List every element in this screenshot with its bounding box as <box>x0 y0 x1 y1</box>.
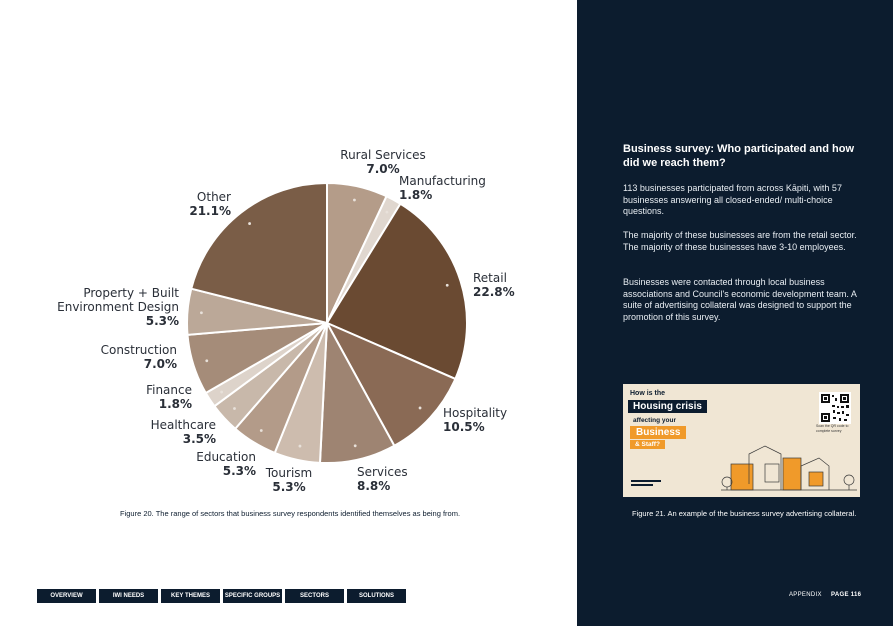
poster-line-affecting: affecting your <box>633 417 676 424</box>
qr-code-icon <box>819 392 851 424</box>
pie-slice-hospitality <box>324 320 457 448</box>
section-title: Business survey: Who participated and ho… <box>623 143 855 169</box>
slice-marker <box>205 359 209 363</box>
slice-label: Other <box>197 190 231 204</box>
poster-line-staff: & Staff? <box>630 440 665 449</box>
slice-label: Finance <box>146 383 192 397</box>
slice-label: Healthcare <box>151 418 216 432</box>
slice-value-label: 21.1% <box>189 204 231 218</box>
slice-value-label: 7.0% <box>144 357 177 371</box>
sector-pie-chart: Rural Services7.0%Manufacturing1.8%Retai… <box>57 148 515 494</box>
slice-label: Construction <box>101 343 177 357</box>
slice-label: Manufacturing <box>399 174 486 188</box>
footer-section: APPENDIX <box>789 592 822 598</box>
pie-slice-retail <box>325 202 468 381</box>
poster-line-housing-crisis: Housing crisis <box>628 400 707 413</box>
slice-value-label: 8.8% <box>357 479 390 493</box>
slice-label: Tourism <box>265 466 312 480</box>
slice-value-label: 5.3% <box>223 464 256 478</box>
footer-page-number: PAGE 116 <box>831 592 862 598</box>
advertising-poster-image: How is the Housing crisis affecting your… <box>623 384 860 497</box>
slice-value-label: 10.5% <box>443 420 485 434</box>
tab-overview[interactable]: OVERVIEW <box>37 589 96 603</box>
houses-illustration <box>721 445 857 491</box>
tab-iwi-needs[interactable]: IWI NEEDS <box>99 589 158 603</box>
poster-artwork <box>631 392 857 491</box>
slice-marker <box>353 444 357 448</box>
figure-20-caption: Figure 20. The range of sectors that bus… <box>120 509 461 518</box>
council-logo <box>631 480 661 486</box>
slice-label: Property + Built <box>83 286 179 300</box>
slice-marker <box>418 406 422 410</box>
tab-specific-groups[interactable]: SPECIFIC GROUPS <box>223 589 282 603</box>
slice-marker <box>445 283 449 287</box>
slice-value-label: 5.3% <box>146 314 179 328</box>
slice-label: Retail <box>473 271 507 285</box>
slice-label: Services <box>357 465 408 479</box>
tab-key-themes[interactable]: KEY THEMES <box>161 589 220 603</box>
poster-qr-text: Scan the QR code to complete survey <box>816 424 849 433</box>
slice-marker <box>248 222 251 225</box>
paragraph-participants: 113 businesses participated from across … <box>623 183 842 217</box>
slice-value-label: 1.8% <box>399 188 432 202</box>
right-panel: Business survey: Who participated and ho… <box>577 0 893 626</box>
slice-label: Hospitality <box>443 406 507 420</box>
slice-value-label: 7.0% <box>366 162 399 176</box>
section-nav: OVERVIEW IWI NEEDS KEY THEMES SPECIFIC G… <box>37 589 406 603</box>
tab-sectors[interactable]: SECTORS <box>285 589 344 603</box>
slice-marker <box>353 198 356 202</box>
left-page: Rural Services 7.0% Manufacturing 1.8% Retai… <box>37 148 515 603</box>
slice-value-label: 22.8% <box>473 285 515 299</box>
slice-label: Education <box>196 450 256 464</box>
slice-marker <box>200 311 203 315</box>
slice-value-label: 5.3% <box>272 480 305 494</box>
tab-solutions[interactable]: SOLUTIONS <box>347 589 406 603</box>
slice-value-label: 1.8% <box>159 397 192 411</box>
slice-marker <box>385 210 389 214</box>
slice-label: Environment Design <box>57 300 179 314</box>
paragraph-contact: Businesses were contacted through local … <box>623 277 857 323</box>
poster-line-how: How is the <box>630 390 666 397</box>
pie-slice-other <box>190 181 328 325</box>
slice-marker <box>220 390 224 394</box>
poster-line-business: Business <box>630 426 687 439</box>
slice-marker <box>298 444 302 448</box>
slice-value-label: 3.5% <box>183 432 216 446</box>
slice-marker <box>233 407 236 410</box>
slice-marker <box>259 429 263 432</box>
slice-label: Rural Services <box>340 148 425 162</box>
figure-21-caption: Figure 21. An example of the business su… <box>632 509 857 518</box>
paragraph-majority: The majority of these businesses are fro… <box>623 230 857 252</box>
